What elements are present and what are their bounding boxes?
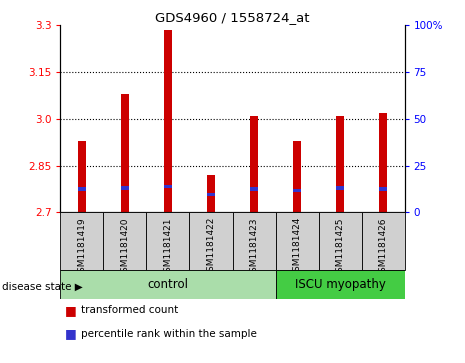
FancyBboxPatch shape <box>275 212 319 270</box>
Title: GDS4960 / 1558724_at: GDS4960 / 1558724_at <box>155 11 310 24</box>
FancyBboxPatch shape <box>319 212 362 270</box>
Text: GSM1181424: GSM1181424 <box>292 217 301 277</box>
FancyBboxPatch shape <box>232 212 275 270</box>
Bar <box>164 30 172 212</box>
Text: ■: ■ <box>65 304 77 317</box>
Text: GSM1181419: GSM1181419 <box>78 217 86 278</box>
Text: disease state ▶: disease state ▶ <box>2 282 83 292</box>
Text: GSM1181423: GSM1181423 <box>250 217 259 277</box>
Text: control: control <box>147 278 188 291</box>
Bar <box>121 94 129 212</box>
Bar <box>78 141 86 212</box>
Bar <box>379 113 387 212</box>
Bar <box>293 141 301 212</box>
Text: GSM1181420: GSM1181420 <box>120 217 129 277</box>
FancyBboxPatch shape <box>190 212 232 270</box>
Text: GSM1181425: GSM1181425 <box>336 217 345 277</box>
Bar <box>293 189 301 192</box>
Text: ■: ■ <box>65 327 77 340</box>
FancyBboxPatch shape <box>103 212 146 270</box>
Bar <box>164 185 172 188</box>
Text: GSM1181426: GSM1181426 <box>379 217 387 277</box>
Bar <box>121 187 129 189</box>
Bar <box>78 187 86 191</box>
Bar <box>250 187 258 191</box>
Bar <box>379 187 387 191</box>
FancyBboxPatch shape <box>275 270 405 299</box>
Bar <box>336 187 344 189</box>
Text: transformed count: transformed count <box>81 305 179 315</box>
Bar <box>207 175 215 212</box>
Bar <box>336 116 344 212</box>
Bar <box>250 116 258 212</box>
FancyBboxPatch shape <box>146 212 190 270</box>
Text: GSM1181421: GSM1181421 <box>164 217 173 277</box>
Bar <box>207 193 215 196</box>
FancyBboxPatch shape <box>362 212 405 270</box>
Text: ISCU myopathy: ISCU myopathy <box>295 278 385 291</box>
FancyBboxPatch shape <box>60 270 275 299</box>
Text: GSM1181422: GSM1181422 <box>206 217 215 277</box>
FancyBboxPatch shape <box>60 212 103 270</box>
Text: percentile rank within the sample: percentile rank within the sample <box>81 329 257 339</box>
